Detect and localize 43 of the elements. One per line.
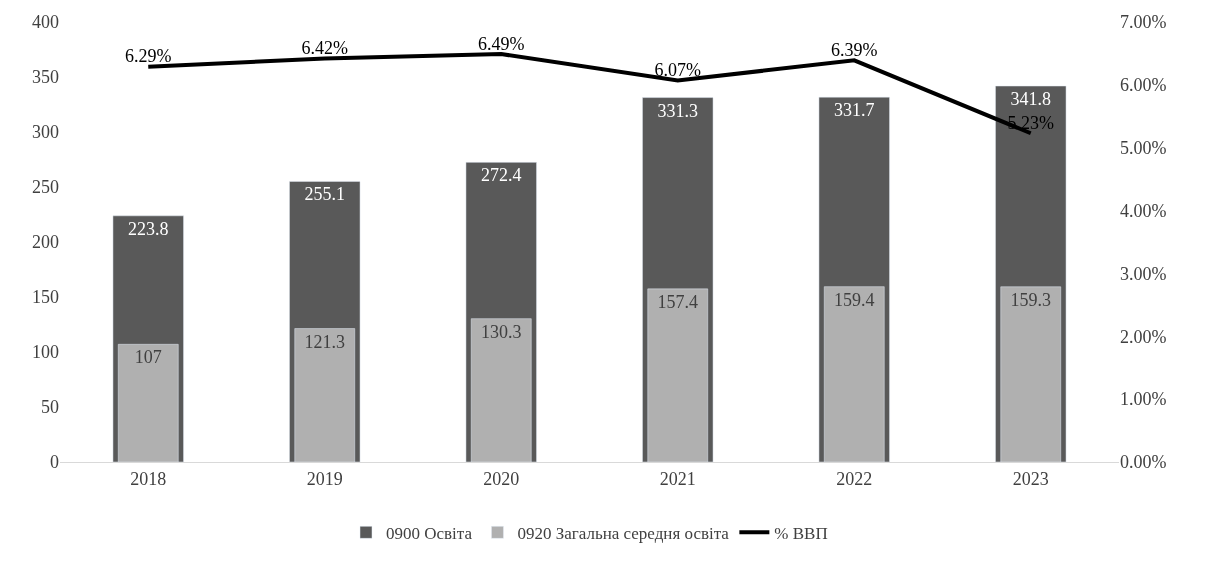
y-tick-label: 100 (32, 342, 59, 363)
x-tick-label: 2023 (1012, 468, 1049, 489)
data-label: 121.3 (304, 331, 346, 352)
x-tick-label: 2018 (130, 468, 167, 489)
y2-tick-label: 5.00% (1120, 138, 1167, 159)
y2-tick-label: 1.00% (1120, 389, 1167, 410)
legend-label: % ВВП (774, 523, 828, 543)
data-label: 6.29% (125, 46, 172, 67)
data-label: 341.8 (1010, 89, 1051, 110)
legend-label: 0900 Освіта (386, 523, 473, 543)
y-tick-label: 150 (32, 287, 59, 308)
data-label: 272.4 (481, 165, 522, 186)
data-label: 6.49% (478, 33, 525, 54)
y2-tick-label: 0.00% (1120, 452, 1167, 473)
y2-tick-label: 4.00% (1120, 200, 1167, 221)
data-label: 159.3 (1010, 289, 1052, 310)
x-tick-label: 2022 (836, 468, 873, 489)
x-tick-label: 2020 (483, 468, 520, 489)
y2-tick-label: 2.00% (1120, 326, 1167, 347)
data-label: 157.4 (657, 291, 699, 312)
y-tick-label: 200 (32, 232, 59, 253)
data-label: 331.3 (657, 100, 698, 121)
data-label: 6.42% (301, 37, 348, 58)
x-tick-label: 2019 (306, 468, 343, 489)
y-tick-label: 350 (32, 67, 59, 88)
y2-tick-label: 7.00% (1120, 12, 1167, 33)
data-label: 255.1 (304, 184, 345, 205)
x-tick-label: 2021 (659, 468, 696, 489)
y2-tick-label: 6.00% (1120, 75, 1167, 96)
data-label: 6.07% (654, 59, 701, 80)
y2-tick-label: 3.00% (1120, 263, 1167, 284)
data-label: 331.7 (834, 100, 875, 121)
data-label: 159.4 (834, 289, 875, 310)
y-tick-label: 300 (32, 122, 59, 143)
y-tick-label: 0 (50, 452, 59, 473)
legend-label: 0920 Загальна середня освіта (517, 523, 730, 543)
data-label: 6.39% (831, 39, 878, 60)
y-tick-label: 250 (32, 177, 59, 198)
data-label: 223.8 (128, 218, 169, 239)
y-tick-label: 400 (32, 12, 59, 33)
data-label: 130.3 (481, 321, 522, 342)
y-tick-label: 50 (41, 397, 59, 418)
data-label: 107 (134, 347, 162, 368)
